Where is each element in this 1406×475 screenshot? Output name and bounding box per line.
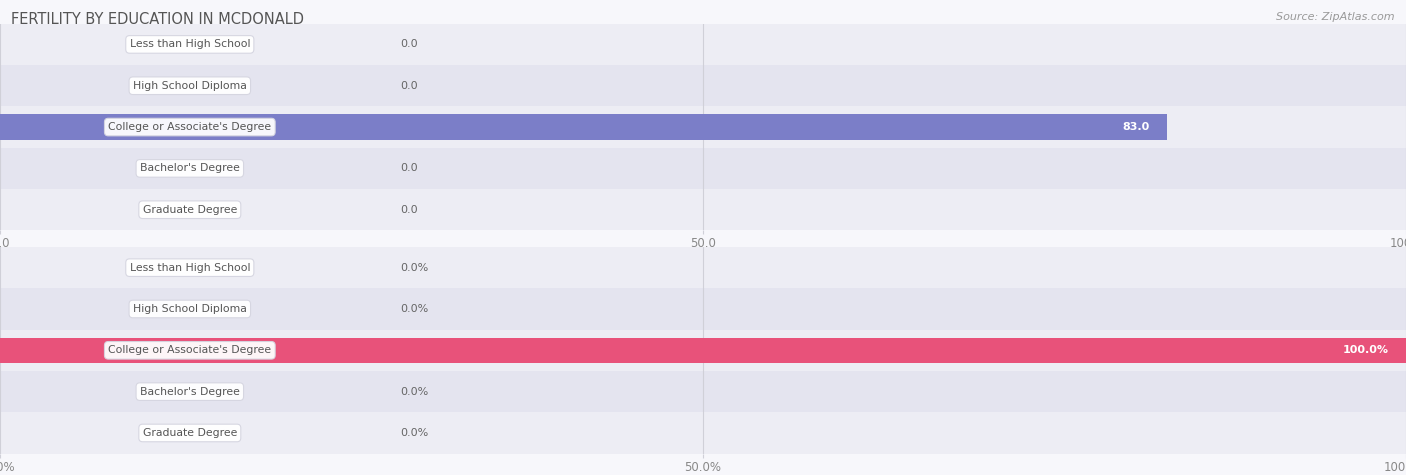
Text: Less than High School: Less than High School [129, 263, 250, 273]
Bar [0, 338, 1406, 363]
Bar [0, 24, 1406, 65]
Text: Less than High School: Less than High School [129, 39, 250, 49]
Bar [0, 288, 1406, 330]
Text: Graduate Degree: Graduate Degree [142, 205, 238, 215]
Bar [0, 148, 1406, 189]
Text: 0.0: 0.0 [401, 81, 419, 91]
Text: Graduate Degree: Graduate Degree [142, 428, 238, 438]
Text: FERTILITY BY EDUCATION IN MCDONALD: FERTILITY BY EDUCATION IN MCDONALD [11, 12, 304, 27]
Text: 0.0: 0.0 [401, 205, 419, 215]
Bar [0, 106, 1406, 148]
Text: Source: ZipAtlas.com: Source: ZipAtlas.com [1277, 12, 1395, 22]
Text: High School Diploma: High School Diploma [134, 81, 246, 91]
Text: 0.0: 0.0 [401, 39, 419, 49]
Bar [0, 412, 1406, 454]
Text: Bachelor's Degree: Bachelor's Degree [139, 163, 240, 173]
Text: 0.0%: 0.0% [401, 263, 429, 273]
Bar [0, 189, 1406, 230]
Text: Bachelor's Degree: Bachelor's Degree [139, 387, 240, 397]
Bar [0, 247, 1406, 288]
Text: College or Associate's Degree: College or Associate's Degree [108, 122, 271, 132]
Text: 0.0: 0.0 [401, 163, 419, 173]
Text: 0.0%: 0.0% [401, 387, 429, 397]
Text: 100.0%: 100.0% [1343, 345, 1389, 355]
Bar [0, 330, 1406, 371]
Bar [0, 114, 1167, 140]
Text: 0.0%: 0.0% [401, 304, 429, 314]
Text: 0.0%: 0.0% [401, 428, 429, 438]
Bar [0, 371, 1406, 412]
Bar [0, 65, 1406, 106]
Text: College or Associate's Degree: College or Associate's Degree [108, 345, 271, 355]
Text: 83.0: 83.0 [1123, 122, 1150, 132]
Text: High School Diploma: High School Diploma [134, 304, 246, 314]
